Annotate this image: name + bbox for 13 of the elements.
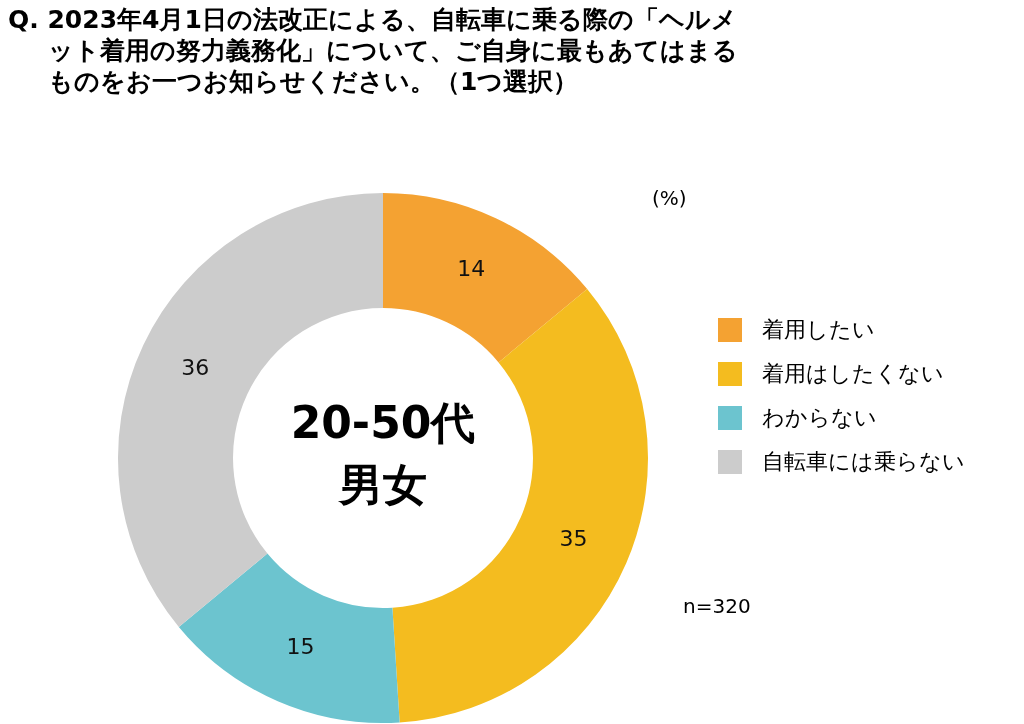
data-label: 14: [457, 255, 486, 281]
text: 男女: [337, 459, 427, 511]
legend-label: 自転車には乗らない: [762, 448, 965, 476]
text: 20-50代: [290, 397, 476, 449]
text: (%): [652, 186, 687, 210]
data-label: 36: [181, 355, 210, 381]
legend-label: 着用したい: [762, 316, 875, 344]
data-label: 15: [286, 634, 315, 660]
chart-title: Q. 2023年4月1日の法改正による、自転車に乗る際の「ヘルメット着用の努力義務化」について、ご自身に最もあてはまるものをお一つお知らせください。（1つ選択）: [8, 4, 738, 97]
data-label: 35: [559, 526, 588, 552]
legend-label: 着用はしたくない: [762, 360, 944, 388]
legend-label: わからない: [762, 404, 877, 432]
text: n=320: [683, 594, 751, 618]
